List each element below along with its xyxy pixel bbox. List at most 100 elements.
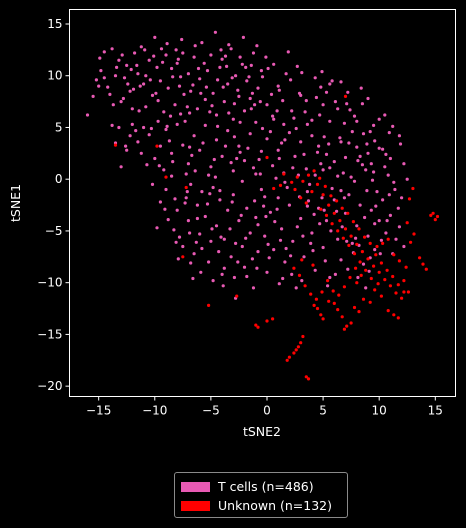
t-cell-point — [276, 196, 280, 200]
t-cell-point — [310, 231, 314, 235]
t-cell-point — [370, 178, 375, 182]
unknown-point — [321, 193, 325, 197]
unknown-point — [184, 185, 188, 190]
t-cell-point — [287, 131, 291, 135]
unknown-point — [312, 303, 316, 307]
unknown-point — [303, 284, 307, 288]
t-cell-point — [294, 286, 298, 290]
t-cell-point — [231, 193, 235, 197]
t-cell-point — [237, 144, 241, 148]
t-cell-point — [179, 112, 183, 116]
legend-item-unknown: Unknown (n=132) — [181, 496, 341, 515]
t-cell-point — [268, 130, 272, 134]
t-cell-point — [204, 85, 208, 89]
t-cell-point — [181, 244, 185, 249]
t-cell-point — [396, 206, 400, 210]
t-cell-point — [136, 72, 140, 76]
t-cell-point — [341, 171, 345, 175]
t-cell-point — [147, 133, 151, 137]
unknown-point — [345, 324, 349, 328]
t-cell-point — [170, 151, 174, 155]
t-cell-point — [273, 220, 277, 224]
unknown-point — [343, 94, 348, 98]
t-cell-point — [339, 258, 343, 262]
unknown-point — [355, 242, 359, 246]
t-cell-point — [295, 225, 299, 229]
t-cell-point — [227, 111, 231, 115]
t-cell-point — [236, 88, 240, 92]
unknown-point — [271, 317, 275, 321]
plot-area — [69, 9, 456, 397]
t-cell-point — [333, 100, 337, 104]
t-cell-point — [179, 75, 183, 79]
t-cell-point — [369, 208, 373, 212]
t-cell-point — [283, 138, 287, 142]
t-cell-point — [391, 124, 395, 128]
unknown-point — [397, 259, 401, 263]
t-cell-point — [242, 265, 247, 269]
t-cell-point — [220, 272, 224, 276]
t-cell-point — [377, 146, 381, 150]
t-cell-point — [277, 156, 281, 161]
unknown-point — [349, 321, 353, 325]
unknown-point — [164, 175, 168, 179]
unknown-point — [293, 187, 297, 192]
t-cell-point — [312, 212, 316, 216]
t-cell-point — [214, 138, 219, 142]
unknown-point — [304, 201, 308, 205]
t-cell-point — [186, 219, 190, 223]
t-cell-point — [232, 135, 236, 139]
unknown-point — [355, 281, 359, 285]
t-cell-point — [176, 257, 180, 261]
t-cell-point — [218, 65, 222, 69]
t-cell-point — [336, 174, 340, 178]
t-cell-point — [364, 168, 368, 172]
t-cell-point — [186, 162, 190, 166]
t-cell-point — [321, 103, 325, 107]
unknown-point — [392, 253, 396, 257]
unknown-point — [320, 290, 324, 294]
t-cell-point — [324, 219, 329, 223]
t-cell-point — [268, 210, 272, 214]
unknown-point — [435, 214, 440, 219]
t-cell-point — [275, 207, 279, 211]
t-cell-point — [254, 172, 258, 176]
t-cell-point — [242, 109, 247, 113]
unknown-point — [338, 219, 342, 223]
legend-label-t-cells: T cells (n=486) — [218, 479, 314, 494]
t-cell-point — [174, 240, 178, 244]
points-layer — [85, 30, 440, 381]
y-tick-label: 15 — [47, 17, 62, 31]
t-cell-point — [200, 246, 204, 251]
t-cell-point — [372, 170, 376, 174]
unknown-point — [332, 301, 336, 305]
unknown-point — [181, 255, 185, 259]
unknown-point — [358, 260, 362, 264]
unknown-point — [309, 292, 313, 296]
x-tick-label: −5 — [202, 404, 220, 418]
t-cell-point — [202, 61, 206, 65]
t-cell-point — [240, 179, 244, 183]
t-cell-point — [214, 224, 219, 228]
t-cell-point — [249, 107, 253, 111]
t-cell-point — [245, 274, 249, 279]
t-cell-point — [144, 105, 148, 109]
t-cell-point — [117, 125, 121, 130]
t-cell-point — [166, 86, 170, 90]
t-cell-point — [266, 66, 270, 71]
t-cell-point — [170, 174, 174, 178]
t-cell-point — [207, 260, 211, 264]
t-cell-point — [280, 227, 284, 231]
t-cell-point — [200, 190, 204, 194]
t-cell-point — [287, 203, 291, 207]
unknown-point — [361, 297, 366, 301]
t-cell-point — [171, 75, 175, 79]
legend-label-unknown: Unknown (n=132) — [218, 498, 333, 513]
x-tick-label: −15 — [86, 404, 111, 418]
t-cell-point — [173, 103, 177, 107]
t-cell-point — [229, 47, 233, 51]
t-cell-point — [172, 228, 176, 232]
t-cell-point — [369, 162, 373, 166]
t-cell-point — [388, 156, 392, 161]
t-cell-point — [290, 272, 294, 276]
